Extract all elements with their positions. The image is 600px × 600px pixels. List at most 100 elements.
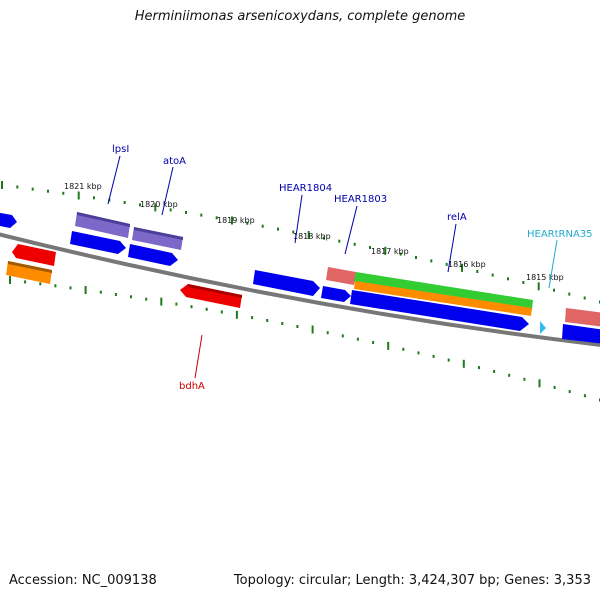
minor-tick xyxy=(93,196,95,200)
cds-arrow[interactable] xyxy=(0,212,17,228)
minor-tick xyxy=(338,239,341,243)
major-tick xyxy=(461,263,463,272)
major-tick xyxy=(462,359,465,368)
atoA-feature[interactable] xyxy=(132,227,183,250)
minor-tick xyxy=(220,310,223,314)
minor-tick xyxy=(432,354,435,358)
cds-arrow[interactable] xyxy=(562,324,600,344)
major-tick xyxy=(538,379,541,388)
relA-feature-green[interactable] xyxy=(354,272,533,310)
relA-label[interactable]: relA xyxy=(447,212,467,223)
minor-tick xyxy=(175,302,178,306)
minor-tick xyxy=(16,185,19,189)
minor-tick xyxy=(139,203,141,207)
minor-tick xyxy=(169,208,172,212)
minor-tick xyxy=(522,281,525,284)
minor-tick xyxy=(356,337,359,341)
lpsI-label[interactable]: lpsI xyxy=(112,144,129,155)
minor-tick xyxy=(430,259,433,263)
major-tick xyxy=(84,286,87,294)
minor-tick xyxy=(323,236,325,240)
minor-tick xyxy=(583,296,586,300)
accession-text: Accession: NC_009138 xyxy=(9,573,157,588)
relA-feature-orange[interactable] xyxy=(354,281,532,316)
rrna-feature[interactable] xyxy=(326,267,356,285)
minor-tick xyxy=(31,187,34,191)
trna-feature[interactable] xyxy=(540,321,546,334)
minor-tick xyxy=(445,262,448,266)
major-tick xyxy=(307,231,310,239)
minor-tick xyxy=(507,277,509,281)
minor-tick xyxy=(114,293,117,296)
scale-label-1820: 1820 kbp xyxy=(140,200,178,209)
rrna-feature[interactable] xyxy=(565,308,600,327)
hearTRNA35-label[interactable]: HEARtRNA35 xyxy=(527,229,593,240)
minor-tick xyxy=(553,288,555,292)
scale-label-1815: 1815 kbp xyxy=(526,273,564,282)
hear1804-label[interactable]: HEAR1804 xyxy=(279,183,332,194)
relA-cds[interactable] xyxy=(350,290,529,331)
minor-tick xyxy=(24,280,27,284)
hear1804-cds[interactable] xyxy=(253,270,320,296)
minor-tick xyxy=(417,351,420,355)
inner-tick-ring xyxy=(9,276,600,402)
scale-label-1818: 1818 kbp xyxy=(293,232,331,241)
minor-tick xyxy=(568,292,571,296)
misc-feature-orange[interactable] xyxy=(6,261,52,284)
bdhA-feature-shade xyxy=(188,284,242,298)
minor-tick xyxy=(402,347,405,351)
minor-tick xyxy=(47,189,49,193)
atoA-leader xyxy=(161,166,174,216)
minor-tick xyxy=(476,270,479,273)
major-tick xyxy=(235,310,238,319)
lpsI-leader xyxy=(107,155,121,205)
minor-tick xyxy=(261,224,264,228)
cds-arrow[interactable] xyxy=(70,231,126,254)
minor-tick xyxy=(508,373,511,377)
misc-feature-red[interactable] xyxy=(12,244,56,266)
atoA-label[interactable]: atoA xyxy=(163,156,186,167)
minor-tick xyxy=(523,377,526,381)
minor-tick xyxy=(296,325,299,328)
major-tick xyxy=(311,325,314,334)
minor-tick xyxy=(215,216,218,220)
major-tick xyxy=(160,297,163,306)
hearTRNA35-leader xyxy=(548,239,558,289)
minor-tick xyxy=(553,385,556,389)
outer-tick-ring xyxy=(1,181,600,304)
scale-label-1819: 1819 kbp xyxy=(217,216,255,225)
hear1803-cds[interactable] xyxy=(321,286,351,302)
major-tick xyxy=(1,181,3,189)
major-tick xyxy=(387,341,390,350)
minor-tick xyxy=(145,297,148,301)
genome-summary-text: Topology: circular; Length: 3,424,307 bp… xyxy=(233,573,591,588)
minor-tick xyxy=(281,322,284,325)
genome-backbone xyxy=(0,232,600,347)
minor-tick xyxy=(447,358,450,362)
minor-tick xyxy=(415,256,417,259)
scale-label-1816: 1816 kbp xyxy=(448,260,486,269)
bdhA-leader xyxy=(194,334,203,379)
minor-tick xyxy=(130,295,132,299)
minor-tick xyxy=(200,213,203,217)
bdhA-label[interactable]: bdhA xyxy=(179,381,205,392)
cds-arrow[interactable] xyxy=(128,244,178,266)
hear1803-label[interactable]: HEAR1803 xyxy=(334,194,387,205)
bdhA-feature[interactable] xyxy=(180,284,242,308)
scale-label-1817: 1817 kbp xyxy=(371,247,409,256)
relA-leader xyxy=(447,223,457,273)
hear1804-leader xyxy=(294,194,303,244)
scale-label-1821: 1821 kbp xyxy=(64,182,102,191)
minor-tick xyxy=(493,369,496,373)
minor-tick xyxy=(369,246,371,249)
minor-tick xyxy=(277,227,279,231)
minor-tick xyxy=(69,286,72,290)
major-tick xyxy=(77,191,80,200)
minor-tick xyxy=(478,366,480,370)
minor-tick xyxy=(568,390,571,393)
minor-tick xyxy=(205,307,208,311)
minor-tick xyxy=(99,290,102,294)
lpsI-feature[interactable] xyxy=(75,212,130,238)
minor-tick xyxy=(372,341,375,344)
atoA-feature-shade xyxy=(134,227,183,240)
